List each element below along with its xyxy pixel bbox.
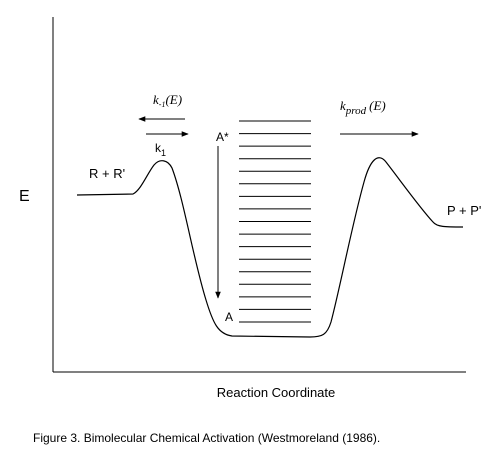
kprod-label: kprod (E) — [340, 98, 386, 117]
stabilized-label: A — [225, 310, 233, 324]
potential-energy-curve — [76, 157, 464, 338]
energy-levels — [239, 120, 311, 323]
k1-label: k1 — [155, 141, 166, 158]
reactants-label: R + R' — [89, 166, 125, 181]
k-minus1-label: k-1(E) — [153, 92, 182, 109]
activated-complex-label: A* — [216, 130, 229, 144]
x-axis-label: Reaction Coordinate — [217, 385, 336, 400]
products-label: P + P' — [447, 203, 481, 218]
figure-caption: Figure 3. Bimolecular Chemical Activatio… — [33, 431, 381, 445]
y-axis-label: E — [19, 188, 30, 205]
